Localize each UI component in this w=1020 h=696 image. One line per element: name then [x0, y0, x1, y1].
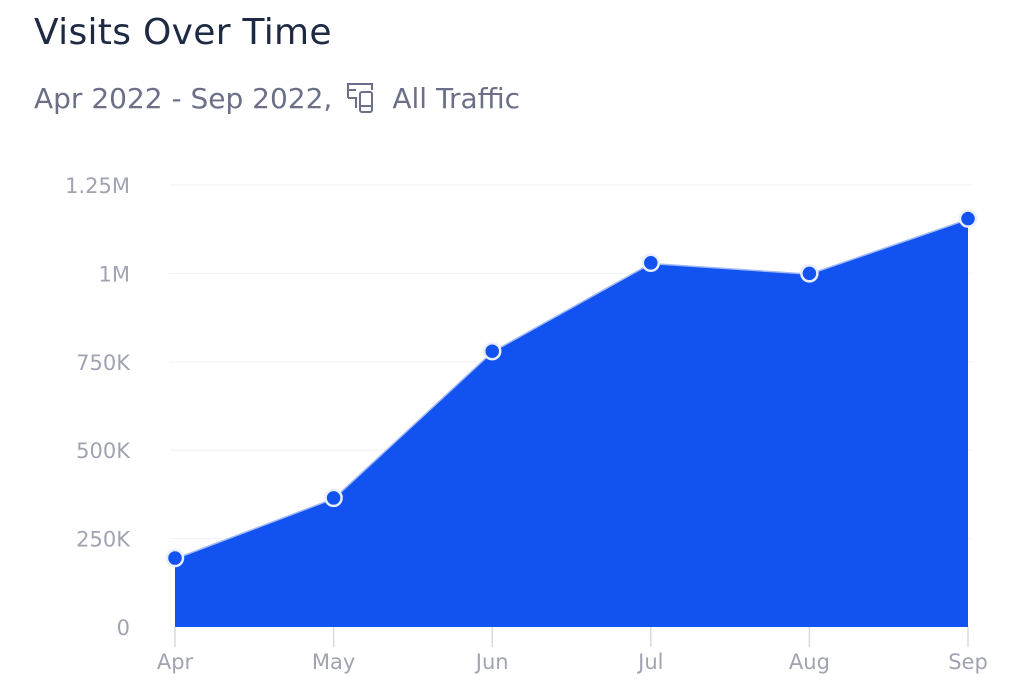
date-range: Apr 2022 - Sep 2022, [34, 81, 333, 115]
chart-subtitle: Apr 2022 - Sep 2022, All Traffic [34, 80, 520, 116]
data-point [165, 548, 185, 568]
x-tick-label: Sep [948, 650, 988, 674]
devices-icon [347, 83, 374, 113]
y-tick-label: 750K [76, 351, 131, 375]
data-point [800, 264, 819, 283]
y-tick-label: 1.25M [65, 174, 130, 198]
y-tick-label: 500K [76, 439, 131, 463]
data-point [958, 209, 978, 228]
y-tick-label: 250K [76, 528, 131, 552]
traffic-segment[interactable]: All Traffic [392, 81, 521, 115]
x-tick-label: Aug [789, 650, 830, 674]
data-point [641, 253, 661, 273]
x-tick-label: Jul [636, 650, 663, 674]
data-point [324, 488, 343, 508]
y-tick-label: 0 [117, 616, 130, 640]
x-tick-label: May [312, 650, 355, 674]
y-tick-label: 1M [99, 262, 130, 286]
x-tick-label: Jun [474, 650, 509, 674]
data-point [482, 341, 502, 361]
chart-title: Visits Over Time [34, 12, 332, 53]
series-line [174, 217, 969, 560]
area-fill [175, 218, 968, 628]
x-tick-label: Apr [157, 650, 194, 674]
